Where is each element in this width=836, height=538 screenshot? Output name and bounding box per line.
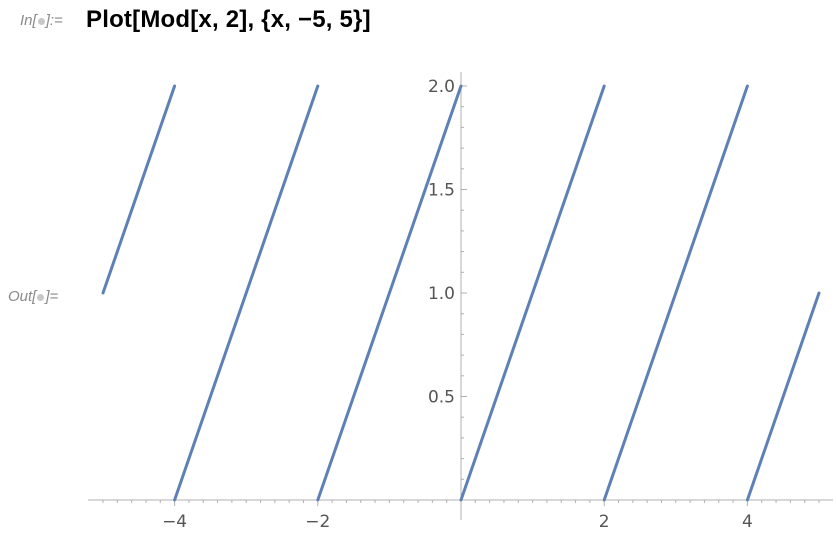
out-prefix: Out[: [8, 288, 37, 305]
input-code[interactable]: Plot[Mod[x, 2], {x, −5, 5}]: [86, 6, 371, 33]
in-prefix: In[: [20, 12, 37, 29]
axes: −4 −2 2 4 0.5 1.0 1.5 2.0: [88, 72, 833, 532]
cell-number-placeholder-icon: [37, 17, 45, 25]
y-tick-label: 1.5: [428, 181, 455, 201]
series-line-segment: [101, 84, 177, 295]
x-tick-label: −4: [162, 512, 187, 532]
series-line-segment: [316, 84, 463, 502]
cell-number-placeholder-icon: [37, 293, 45, 301]
input-cell-label: In[ ]:=: [20, 12, 63, 29]
series-line-segment: [602, 84, 749, 502]
plot-series: [101, 84, 821, 502]
series-line-segment: [745, 291, 821, 502]
output-cell-label: Out[ ]=: [8, 288, 58, 305]
in-suffix: ]:=: [45, 12, 63, 29]
y-tick-label: 0.5: [428, 388, 455, 408]
y-tick-label: 1.0: [428, 284, 455, 304]
series-line-segment: [459, 84, 606, 502]
y-tick-label: 2.0: [428, 77, 455, 97]
out-suffix: ]=: [45, 288, 59, 305]
x-tick-label: −2: [305, 512, 330, 532]
x-tick-label: 2: [599, 512, 610, 532]
x-tick-label: 4: [742, 512, 753, 532]
series-line-segment: [173, 84, 320, 502]
